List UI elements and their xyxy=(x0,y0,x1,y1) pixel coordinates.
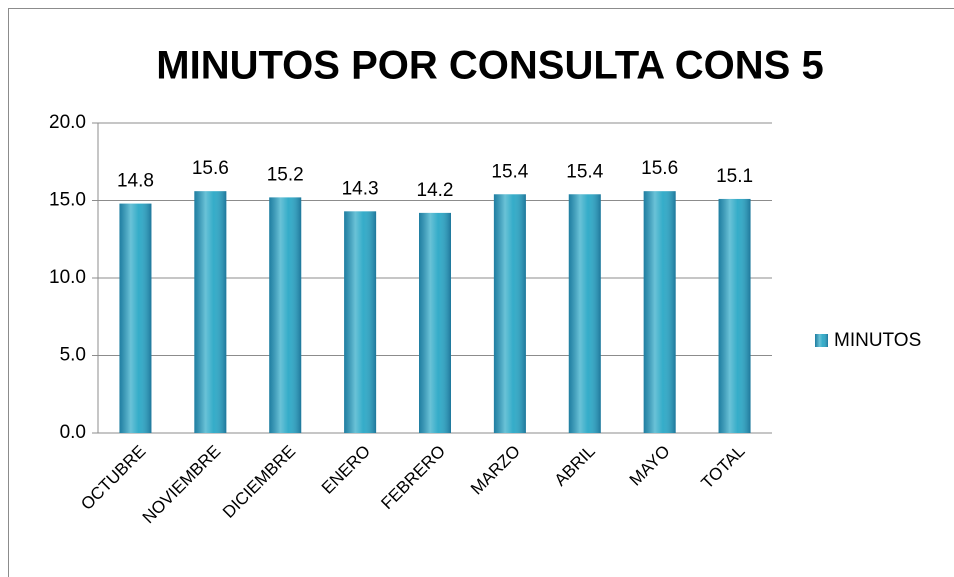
data-label: 14.8 xyxy=(117,171,154,192)
bar-shade xyxy=(718,198,751,433)
data-label: 15.6 xyxy=(192,158,229,179)
legend-label: MINUTOS xyxy=(834,330,921,351)
data-label: 14.3 xyxy=(342,178,379,199)
bar-shade xyxy=(194,191,227,433)
y-tick-label: 10.0 xyxy=(49,267,86,288)
bar-shade xyxy=(493,194,526,433)
bar-shade xyxy=(568,194,601,433)
data-label: 15.6 xyxy=(641,158,678,179)
y-tick-label: 5.0 xyxy=(60,345,86,366)
chart-title: MINUTOS POR CONSULTA CONS 5 xyxy=(156,44,823,88)
bar-shade xyxy=(344,211,377,433)
y-tick-label: 15.0 xyxy=(49,190,86,211)
y-tick-label: 20.0 xyxy=(49,112,86,133)
data-label: 14.2 xyxy=(417,180,454,201)
bar-shade xyxy=(269,197,302,433)
chart-frame xyxy=(8,8,954,577)
bar-shade xyxy=(643,191,676,433)
data-label: 15.4 xyxy=(566,161,603,182)
y-tick-label: 0.0 xyxy=(60,422,86,443)
data-label: 15.2 xyxy=(267,164,304,185)
legend-swatch-shade xyxy=(815,334,828,347)
bar-shade xyxy=(419,212,451,433)
data-label: 15.4 xyxy=(491,161,528,182)
data-label: 15.1 xyxy=(716,166,753,187)
bar-shade xyxy=(119,203,152,433)
